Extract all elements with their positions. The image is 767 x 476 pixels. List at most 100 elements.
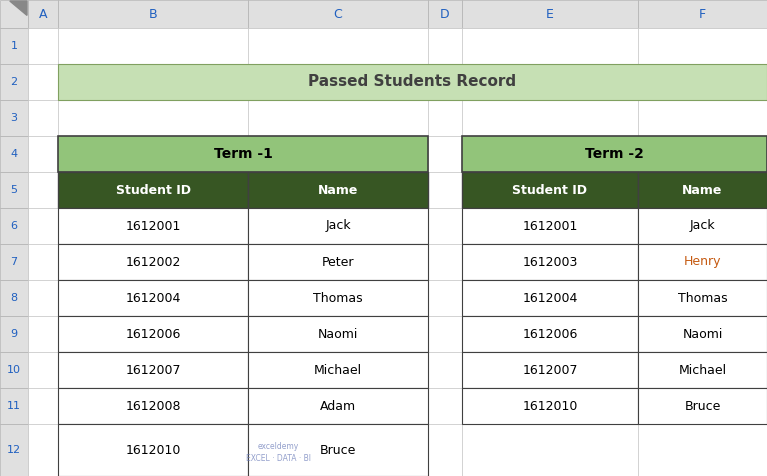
Bar <box>248 388 428 424</box>
Bar <box>0 316 28 352</box>
Bar <box>0 136 28 172</box>
Bar <box>428 28 462 64</box>
Text: 1612001: 1612001 <box>522 219 578 232</box>
Bar <box>462 280 638 316</box>
Bar <box>462 208 638 244</box>
Bar <box>462 352 638 388</box>
Text: Thomas: Thomas <box>678 291 727 305</box>
Bar <box>0 64 28 100</box>
Bar <box>248 280 428 316</box>
Text: A: A <box>39 8 48 20</box>
Bar <box>248 172 428 208</box>
Bar <box>462 316 638 352</box>
Bar <box>58 0 248 28</box>
Bar <box>58 352 248 388</box>
Bar <box>248 64 428 100</box>
Text: Naomi: Naomi <box>318 327 358 340</box>
Bar <box>462 100 638 136</box>
Bar <box>248 208 428 244</box>
Bar <box>248 424 428 476</box>
Bar <box>638 352 767 388</box>
Text: Term -2: Term -2 <box>585 147 644 161</box>
Text: Thomas: Thomas <box>313 291 363 305</box>
Bar <box>638 244 767 280</box>
Bar <box>638 100 767 136</box>
Bar <box>462 244 638 280</box>
Bar <box>638 244 767 280</box>
Bar <box>248 28 428 64</box>
Bar <box>428 388 462 424</box>
Bar <box>28 0 58 28</box>
Text: Michael: Michael <box>314 364 362 377</box>
Bar <box>638 388 767 424</box>
Text: 1612006: 1612006 <box>125 327 181 340</box>
Bar <box>28 28 58 64</box>
Bar <box>58 424 248 476</box>
Bar <box>462 208 638 244</box>
Text: 10: 10 <box>7 365 21 375</box>
Bar <box>428 208 462 244</box>
Bar <box>462 280 638 316</box>
Text: Henry: Henry <box>683 256 721 268</box>
Bar <box>58 208 248 244</box>
Bar <box>248 280 428 316</box>
Text: Name: Name <box>683 184 723 197</box>
Bar <box>462 136 767 172</box>
Bar <box>638 316 767 352</box>
Text: E: E <box>546 8 554 20</box>
Bar <box>0 388 28 424</box>
Bar <box>28 208 58 244</box>
Bar <box>58 64 767 100</box>
Bar <box>28 136 58 172</box>
Bar <box>248 352 428 388</box>
Bar <box>428 352 462 388</box>
Bar <box>428 244 462 280</box>
Bar <box>28 388 58 424</box>
Bar <box>58 172 248 208</box>
Bar <box>58 424 248 476</box>
Bar <box>28 172 58 208</box>
Bar <box>462 244 638 280</box>
Bar <box>58 244 248 280</box>
Bar <box>58 280 248 316</box>
Bar <box>428 136 462 172</box>
Text: 1612007: 1612007 <box>522 364 578 377</box>
Text: 12: 12 <box>7 445 21 455</box>
Bar <box>638 172 767 208</box>
Text: Michael: Michael <box>679 364 726 377</box>
Bar <box>28 280 58 316</box>
Bar <box>248 244 428 280</box>
Bar <box>0 28 28 64</box>
Text: Bruce: Bruce <box>320 444 356 456</box>
Text: 6: 6 <box>11 221 18 231</box>
Bar <box>248 316 428 352</box>
Bar <box>638 424 767 476</box>
Bar <box>0 0 28 28</box>
Bar <box>248 316 428 352</box>
Bar <box>248 100 428 136</box>
Bar <box>0 244 28 280</box>
Text: Bruce: Bruce <box>684 399 721 413</box>
Text: 1612002: 1612002 <box>125 256 181 268</box>
Bar <box>0 352 28 388</box>
Text: 5: 5 <box>11 185 18 195</box>
Bar <box>638 208 767 244</box>
Bar <box>248 424 428 476</box>
Bar <box>638 280 767 316</box>
Bar <box>58 28 248 64</box>
Bar <box>462 352 638 388</box>
Text: 1612001: 1612001 <box>125 219 181 232</box>
Bar <box>638 28 767 64</box>
Bar <box>28 424 58 476</box>
Bar <box>638 208 767 244</box>
Text: 1612004: 1612004 <box>522 291 578 305</box>
Bar <box>248 172 428 208</box>
Bar <box>462 64 638 100</box>
Bar <box>462 316 638 352</box>
Bar <box>58 280 248 316</box>
Text: 1612003: 1612003 <box>522 256 578 268</box>
Bar <box>28 352 58 388</box>
Bar <box>428 100 462 136</box>
Bar <box>248 208 428 244</box>
Text: 4: 4 <box>11 149 18 159</box>
